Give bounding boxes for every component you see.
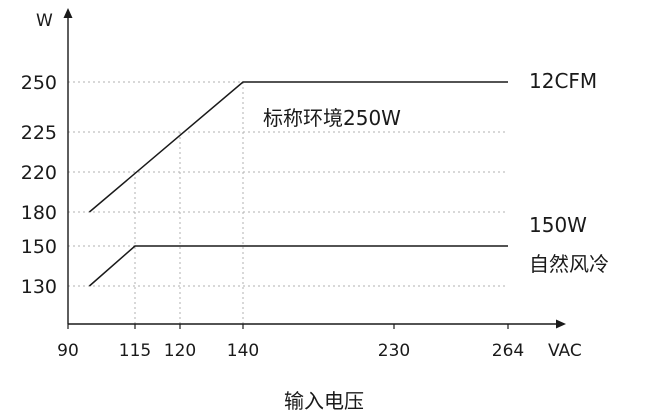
series-label-150w-line1: 150W xyxy=(529,213,587,237)
annotation-nominal-250w: 标称环境250W xyxy=(263,106,401,130)
y-axis-arrow xyxy=(63,8,73,18)
y-tick-label: 250 xyxy=(21,72,57,94)
series-line-0 xyxy=(88,81,508,213)
x-tick-label: 90 xyxy=(57,341,79,361)
y-tick-label: 225 xyxy=(21,122,57,144)
y-axis-unit: W xyxy=(36,11,53,31)
y-tick-label: 180 xyxy=(21,202,57,224)
x-tick-label: 140 xyxy=(227,341,259,361)
x-tick-label: 264 xyxy=(492,341,524,361)
x-axis-unit: VAC xyxy=(548,341,582,361)
axes xyxy=(63,8,566,329)
x-tick-label: 230 xyxy=(378,341,410,361)
series-label-12cfm: 12CFM xyxy=(529,69,597,93)
y-tick-label: 220 xyxy=(21,162,57,184)
x-axis-arrow xyxy=(556,319,566,329)
y-tick-label: 150 xyxy=(21,236,57,258)
tick-labels: 90 115 120 140 230 264 130 150 180 220 225 250 xyxy=(21,72,524,361)
x-tick-label: 120 xyxy=(164,341,196,361)
series-label-150w-line2: 自然风冷 xyxy=(529,252,609,276)
x-axis-title: 输入电压 xyxy=(284,389,364,413)
y-tick-label: 130 xyxy=(21,276,57,298)
series-lines xyxy=(88,81,508,287)
series-line-1 xyxy=(88,245,508,287)
x-tick-label: 115 xyxy=(119,341,151,361)
